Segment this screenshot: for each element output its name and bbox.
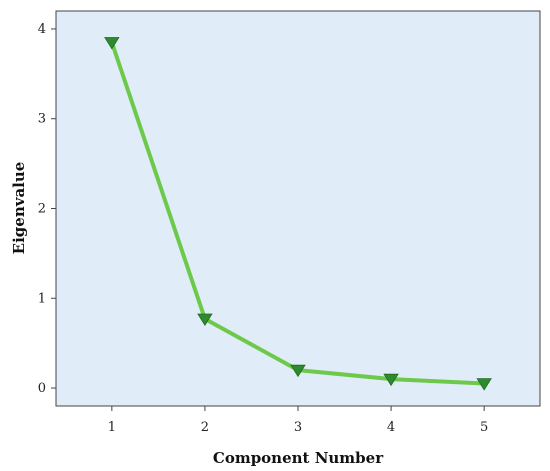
series-group — [104, 37, 492, 391]
x-axis-title: Component Number — [213, 449, 384, 467]
y-tick-label: 1 — [38, 291, 46, 306]
y-axis-title: Eigenvalue — [10, 162, 28, 255]
x-tick-label: 2 — [201, 420, 209, 435]
y-axis-ticks: 0 1 2 3 4 — [38, 22, 56, 396]
data-point-marker — [383, 373, 399, 387]
data-point-marker — [104, 37, 120, 50]
data-point-marker — [197, 313, 213, 326]
x-tick-label: 1 — [108, 420, 116, 435]
x-tick-label: 4 — [387, 420, 395, 435]
y-tick-label: 3 — [38, 112, 46, 127]
y-tick-label: 0 — [38, 381, 46, 396]
x-axis-ticks: 1 2 3 4 5 — [108, 406, 488, 435]
y-tick-label: 4 — [38, 22, 46, 37]
data-point-marker — [290, 364, 306, 378]
data-point-marker — [476, 378, 492, 391]
plot-area — [55, 10, 541, 407]
x-tick-label: 5 — [480, 420, 488, 435]
y-tick-label: 2 — [38, 202, 46, 217]
x-tick-label: 3 — [294, 420, 302, 435]
